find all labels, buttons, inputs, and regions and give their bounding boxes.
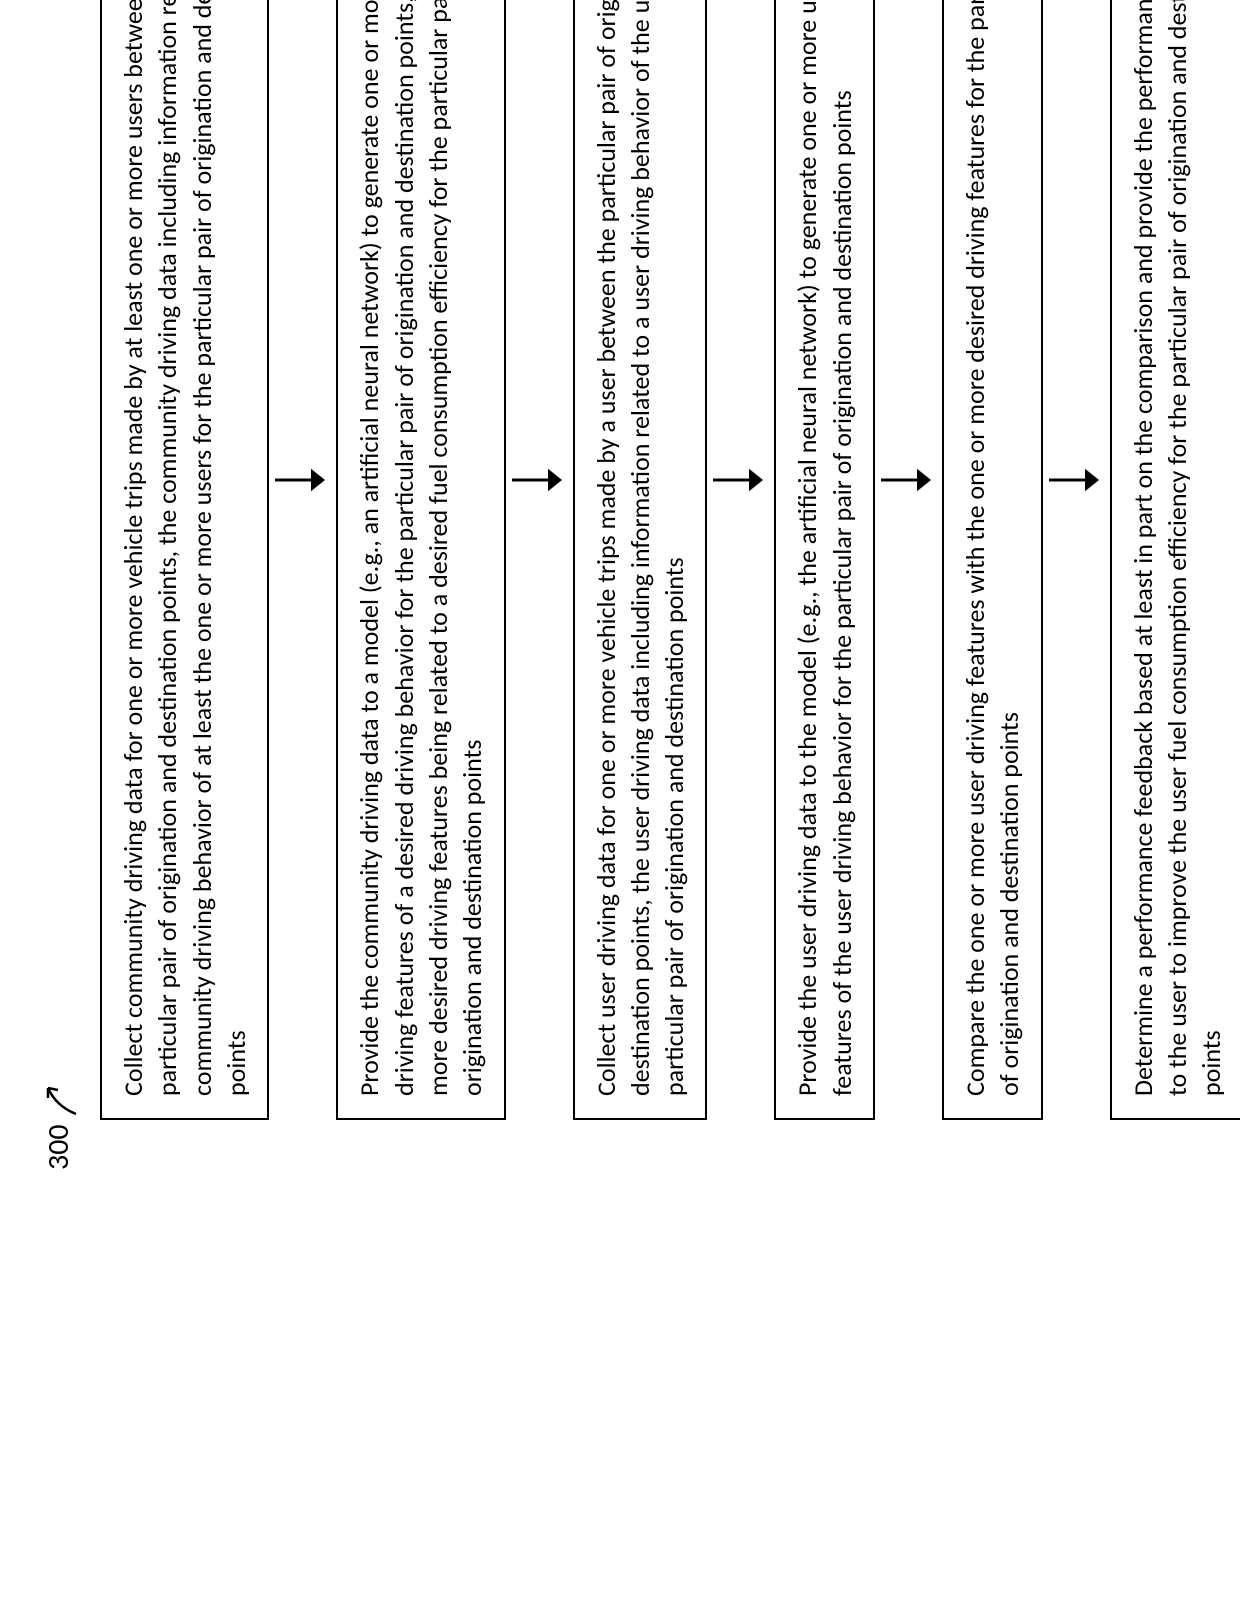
flowchart: Collect community driving data for one o… (100, 0, 1240, 1120)
flow-arrow-icon (1049, 465, 1104, 497)
flow-step-box: Provide the user driving data to the mod… (774, 0, 875, 1120)
figure-number-text: 300 (40, 1124, 77, 1170)
flow-step: Collect user driving data for one or mor… (573, 0, 708, 1120)
figure-number-label: 300 (40, 1078, 82, 1170)
flow-step: Provide the user driving data to the mod… (774, 0, 875, 1120)
flow-step-box: Compare the one or more user driving fea… (942, 0, 1043, 1120)
flow-step: Determine a performance feedback based a… (1110, 0, 1240, 1120)
flow-arrow-icon (275, 465, 330, 497)
flow-arrow-icon (713, 465, 768, 497)
flow-step-box: Collect community driving data for one o… (100, 0, 269, 1120)
flow-step: Collect community driving data for one o… (100, 0, 269, 1120)
flow-step: Compare the one or more user driving fea… (942, 0, 1043, 1120)
flow-step-box: Provide the community driving data to a … (336, 0, 505, 1120)
flow-arrow-icon (881, 465, 936, 497)
figure-number-arrow-icon (42, 1078, 82, 1118)
flow-step-box: Collect user driving data for one or mor… (573, 0, 708, 1120)
flow-step-box: Determine a performance feedback based a… (1110, 0, 1240, 1120)
flow-step: Provide the community driving data to a … (336, 0, 505, 1120)
flow-arrow-icon (512, 465, 567, 497)
